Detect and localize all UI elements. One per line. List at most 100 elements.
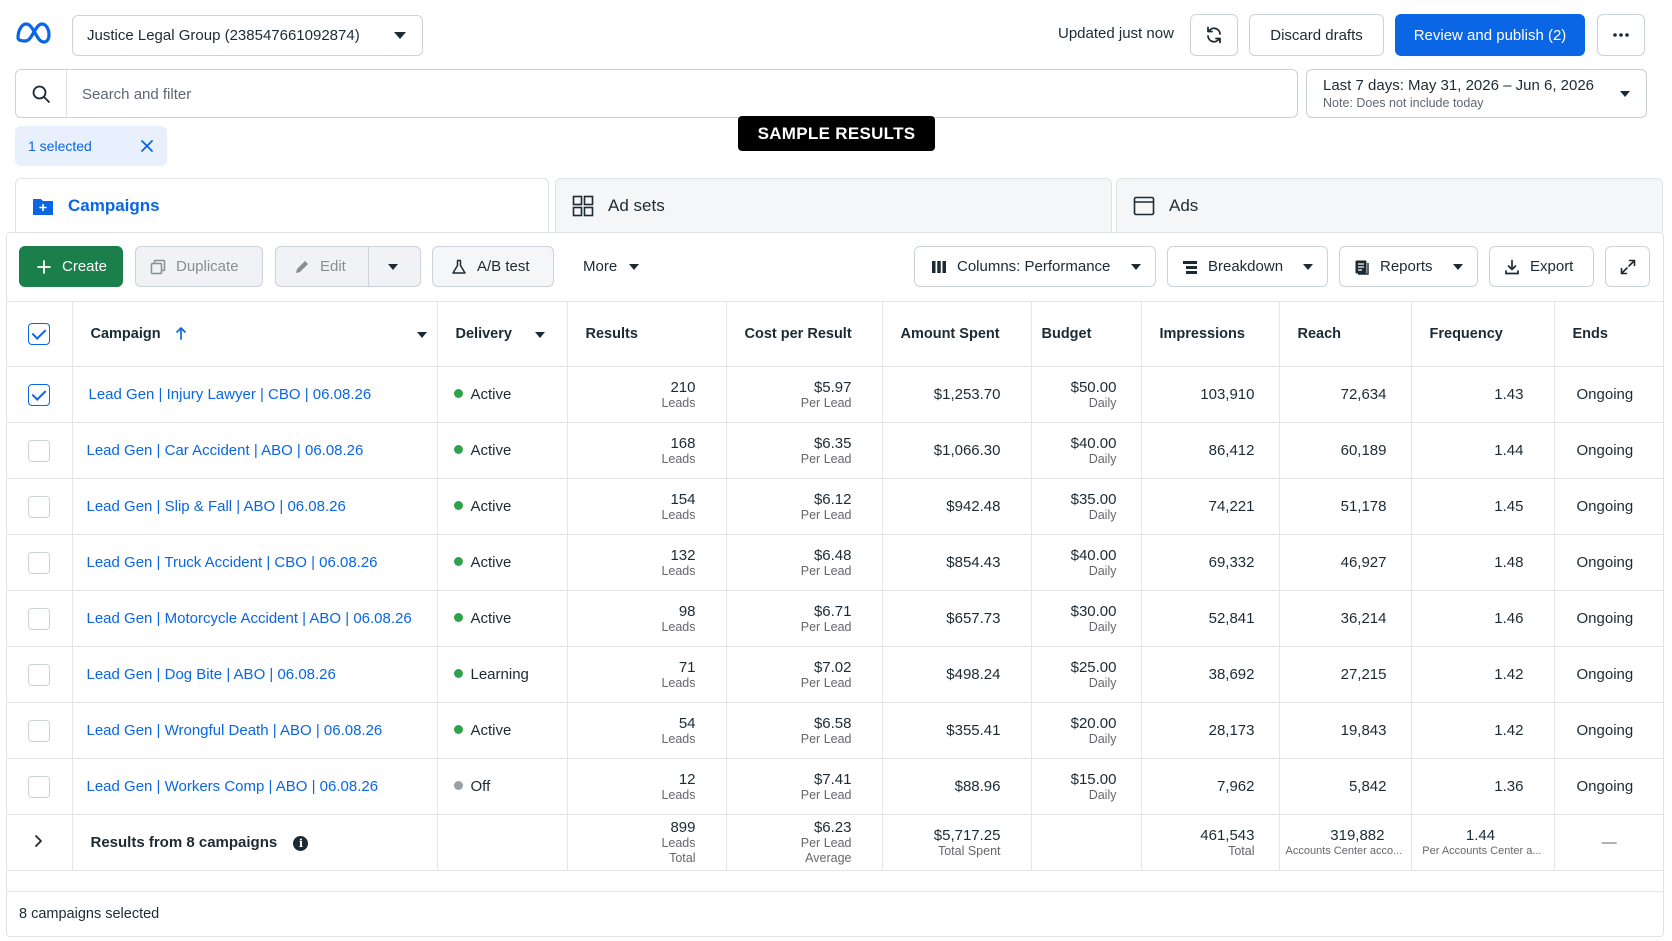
- cost-per-result-value: $7.02: [813, 658, 852, 676]
- row-checkbox[interactable]: [27, 663, 50, 686]
- delivery-status: Learning: [470, 666, 529, 683]
- sample-results-badge: SAMPLE RESULTS: [738, 116, 935, 151]
- ellipsis-icon: [1613, 33, 1629, 37]
- delivery-status: Active: [470, 442, 512, 459]
- chevron-down-icon[interactable]: [416, 332, 427, 338]
- row-checkbox[interactable]: [27, 495, 50, 518]
- info-icon[interactable]: i: [293, 836, 309, 851]
- columns-button[interactable]: Columns: Performance: [914, 246, 1156, 287]
- campaign-name-link[interactable]: Lead Gen | Slip & Fall | ABO | 06.08.26: [86, 498, 346, 515]
- delivery-cell: Active: [437, 534, 568, 591]
- close-icon[interactable]: [139, 138, 155, 154]
- row-checkbox[interactable]: [27, 439, 50, 462]
- column-header-delivery[interactable]: Delivery: [437, 301, 568, 367]
- ends-value: Ongoing: [1576, 554, 1634, 571]
- table-row[interactable]: Lead Gen | Car Accident | ABO | 06.08.26…: [6, 422, 1664, 479]
- column-header-reach[interactable]: Reach: [1279, 301, 1412, 367]
- campaign-name-link[interactable]: Lead Gen | Car Accident | ABO | 06.08.26: [86, 442, 364, 459]
- delivery-status-dot: [453, 725, 463, 734]
- table-row[interactable]: Lead Gen | Injury Lawyer | CBO | 06.08.2…: [6, 366, 1664, 423]
- reports-button[interactable]: Reports: [1339, 246, 1478, 287]
- ab-test-button[interactable]: A/B test: [432, 246, 554, 287]
- campaign-name-link[interactable]: Lead Gen | Workers Comp | ABO | 06.08.26: [86, 778, 379, 795]
- column-header-cost-per-result[interactable]: Cost per Result: [726, 301, 883, 367]
- ends-cell: Ongoing: [1554, 534, 1664, 591]
- column-header-ends[interactable]: Ends: [1554, 301, 1664, 367]
- column-header-results[interactable]: Results: [567, 301, 727, 367]
- impressions-value: 74,221: [1208, 498, 1255, 515]
- summary-reach-cell: 319,882 Accounts Center acco...: [1279, 814, 1412, 871]
- amount-spent-cell: $1,066.30: [882, 422, 1032, 479]
- expand-button[interactable]: [1605, 246, 1650, 287]
- campaign-name-link[interactable]: Lead Gen | Dog Bite | ABO | 06.08.26: [86, 666, 336, 683]
- search-icon: [32, 85, 50, 103]
- reach-cell: 5,842: [1279, 758, 1412, 815]
- cost-per-result-unit: Per Lead: [800, 619, 852, 634]
- impressions-value: 52,841: [1208, 610, 1255, 627]
- cost-per-result-value: $6.12: [813, 490, 852, 508]
- campaign-name-link[interactable]: Lead Gen | Injury Lawyer | CBO | 06.08.2…: [88, 386, 372, 403]
- sort-ascending-icon[interactable]: [175, 326, 187, 340]
- summary-impressions-value: 461,543: [1200, 826, 1255, 844]
- campaign-name-link[interactable]: Lead Gen | Truck Accident | CBO | 06.08.…: [86, 554, 378, 571]
- row-select-cell: [6, 646, 73, 703]
- campaign-name-cell: Lead Gen | Workers Comp | ABO | 06.08.26: [72, 758, 438, 815]
- row-checkbox[interactable]: [27, 719, 50, 742]
- ends-value: Ongoing: [1576, 610, 1634, 627]
- search-bar[interactable]: [15, 69, 1298, 118]
- summary-results-unit: Leads: [661, 836, 696, 850]
- row-select-cell: [6, 702, 73, 759]
- frequency-value: 1.45: [1494, 498, 1524, 515]
- row-checkbox[interactable]: [27, 551, 50, 574]
- impressions-cell: 69,332: [1141, 534, 1280, 591]
- column-header-campaign[interactable]: Campaign: [72, 301, 438, 367]
- row-checkbox[interactable]: [27, 383, 50, 406]
- summary-label: Results from 8 campaigns: [90, 834, 278, 851]
- create-button[interactable]: Create: [19, 246, 123, 287]
- folder-icon: [33, 199, 53, 215]
- breakdown-button[interactable]: Breakdown: [1167, 246, 1328, 287]
- select-all-checkbox[interactable]: [27, 323, 50, 345]
- chevron-down-icon[interactable]: [534, 332, 545, 338]
- discard-drafts-button[interactable]: Discard drafts: [1249, 14, 1384, 56]
- review-and-publish-button[interactable]: Review and publish (2): [1395, 14, 1585, 56]
- more-options-button[interactable]: [1597, 14, 1645, 56]
- chevron-right-icon[interactable]: [34, 834, 44, 848]
- column-header-amount-spent[interactable]: Amount Spent: [882, 301, 1032, 367]
- search-input[interactable]: [82, 82, 1262, 106]
- chevron-down-icon[interactable]: [388, 264, 398, 270]
- column-header-budget[interactable]: Budget: [1031, 301, 1142, 367]
- summary-impressions-cell: 461,543 Total: [1141, 814, 1280, 871]
- table-row[interactable]: Lead Gen | Dog Bite | ABO | 06.08.26 Lear…: [6, 646, 1664, 703]
- more-menu-button[interactable]: More: [583, 246, 640, 287]
- chevron-down-icon: [1453, 264, 1463, 270]
- tab-ad-sets[interactable]: Ad sets: [555, 178, 1112, 232]
- selection-chip[interactable]: 1 selected: [15, 126, 167, 166]
- create-label: Create: [62, 258, 108, 275]
- campaign-name-link[interactable]: Lead Gen | Motorcycle Accident | ABO | 0…: [86, 610, 412, 627]
- table-row[interactable]: Lead Gen | Workers Comp | ABO | 06.08.26…: [6, 758, 1664, 815]
- tab-ads[interactable]: Ads: [1116, 178, 1663, 232]
- account-selector[interactable]: Justice Legal Group (238547661092874): [72, 15, 423, 56]
- campaign-name-link[interactable]: Lead Gen | Wrongful Death | ABO | 06.08.…: [86, 722, 383, 739]
- budget-unit: Daily: [1088, 619, 1117, 634]
- results-cell: 98 Leads: [567, 590, 727, 647]
- table-row[interactable]: Lead Gen | Wrongful Death | ABO | 06.08.…: [6, 702, 1664, 759]
- row-select-cell: [6, 758, 73, 815]
- refresh-button[interactable]: [1190, 14, 1238, 56]
- date-range-picker[interactable]: Last 7 days: May 31, 2026 – Jun 6, 2026 …: [1306, 69, 1647, 118]
- table-row[interactable]: Lead Gen | Slip & Fall | ABO | 06.08.26 A…: [6, 478, 1664, 535]
- table-row[interactable]: Lead Gen | Truck Accident | CBO | 06.08.…: [6, 534, 1664, 591]
- export-button[interactable]: Export: [1489, 246, 1594, 287]
- row-checkbox[interactable]: [27, 775, 50, 798]
- reach-value: 46,927: [1340, 554, 1387, 571]
- edit-button[interactable]: Edit: [275, 246, 421, 287]
- column-header-impressions[interactable]: Impressions: [1141, 301, 1280, 367]
- row-checkbox[interactable]: [27, 607, 50, 630]
- tab-campaigns[interactable]: Campaigns: [15, 178, 549, 233]
- column-header-frequency[interactable]: Frequency: [1411, 301, 1555, 367]
- duplicate-button[interactable]: Duplicate: [135, 246, 263, 287]
- table-row[interactable]: Lead Gen | Motorcycle Accident | ABO | 0…: [6, 590, 1664, 647]
- budget-cell: $20.00 Daily: [1031, 702, 1142, 759]
- meta-logo-icon[interactable]: [14, 20, 54, 46]
